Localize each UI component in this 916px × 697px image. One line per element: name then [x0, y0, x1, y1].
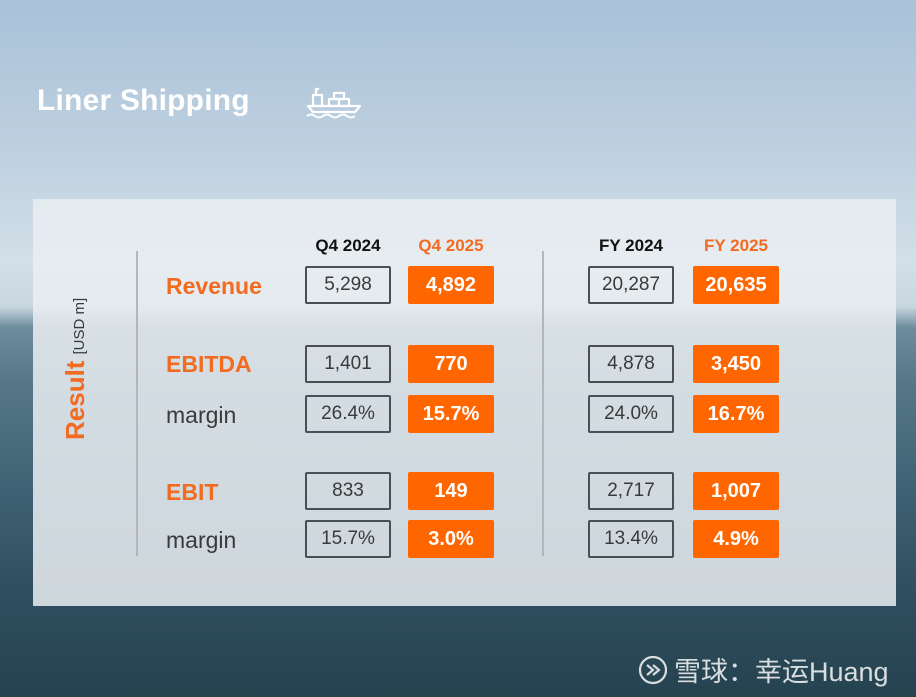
- header-q4-2025: Q4 2025: [418, 236, 484, 255]
- cell-ebit-fy-2025: 1,007: [693, 472, 779, 510]
- row-label-revenue: Revenue: [166, 273, 262, 299]
- header-q4-2024: Q4 2024: [315, 236, 381, 255]
- cell-revenue-fy-2024: 20,287: [588, 266, 674, 304]
- cell-ebit-q4-2024: 833: [305, 472, 391, 510]
- cell-revenue-q4-2024: 5,298: [305, 266, 391, 304]
- snowball-logo-icon: [638, 655, 668, 684]
- cell-ebit-margin-fy-2025: 4.9%: [693, 520, 779, 558]
- cell-ebitda-fy-2024: 4,878: [588, 345, 674, 383]
- cell-ebit-margin-q4-2025: 3.0%: [408, 520, 494, 558]
- cell-ebit-q4-2025: 149: [408, 472, 494, 510]
- cell-ebitda-q4-2024: 1,401: [305, 345, 391, 383]
- divider-middle: [542, 251, 544, 556]
- cell-ebitda-q4-2025: 770: [408, 345, 494, 383]
- cell-ebitda-margin-q4-2025: 15.7%: [408, 395, 494, 433]
- cell-ebitda-margin-q4-2024: 26.4%: [305, 395, 391, 433]
- row-label-ebit-margin: margin: [166, 527, 237, 553]
- row-label-ebitda: EBITDA: [166, 351, 252, 377]
- result-axis-label: Result [USD m]: [60, 298, 91, 440]
- result-label: Result: [60, 360, 90, 440]
- cell-ebitda-fy-2025: 3,450: [693, 345, 779, 383]
- cell-revenue-q4-2025: 4,892: [408, 266, 494, 304]
- cell-revenue-fy-2025: 20,635: [693, 266, 779, 304]
- cell-ebitda-margin-fy-2024: 24.0%: [588, 395, 674, 433]
- cell-ebit-margin-q4-2024: 15.7%: [305, 520, 391, 558]
- watermark-text: 雪球：幸运Huang: [674, 657, 889, 687]
- unit-label: [USD m]: [71, 297, 88, 355]
- row-label-ebitda-margin: margin: [166, 402, 237, 428]
- cell-ebit-fy-2024: 2,717: [588, 472, 674, 510]
- cell-ebit-margin-fy-2024: 13.4%: [588, 520, 674, 558]
- row-label-ebit: EBIT: [166, 479, 219, 505]
- page-title: Liner Shipping: [37, 84, 250, 117]
- ship-icon: [306, 87, 362, 119]
- header-fy-2025: FY 2025: [704, 236, 768, 255]
- cell-ebitda-margin-fy-2025: 16.7%: [693, 395, 779, 433]
- divider-left: [136, 251, 138, 556]
- watermark: 雪球：幸运Huang: [638, 650, 889, 689]
- header-fy-2024: FY 2024: [599, 236, 663, 255]
